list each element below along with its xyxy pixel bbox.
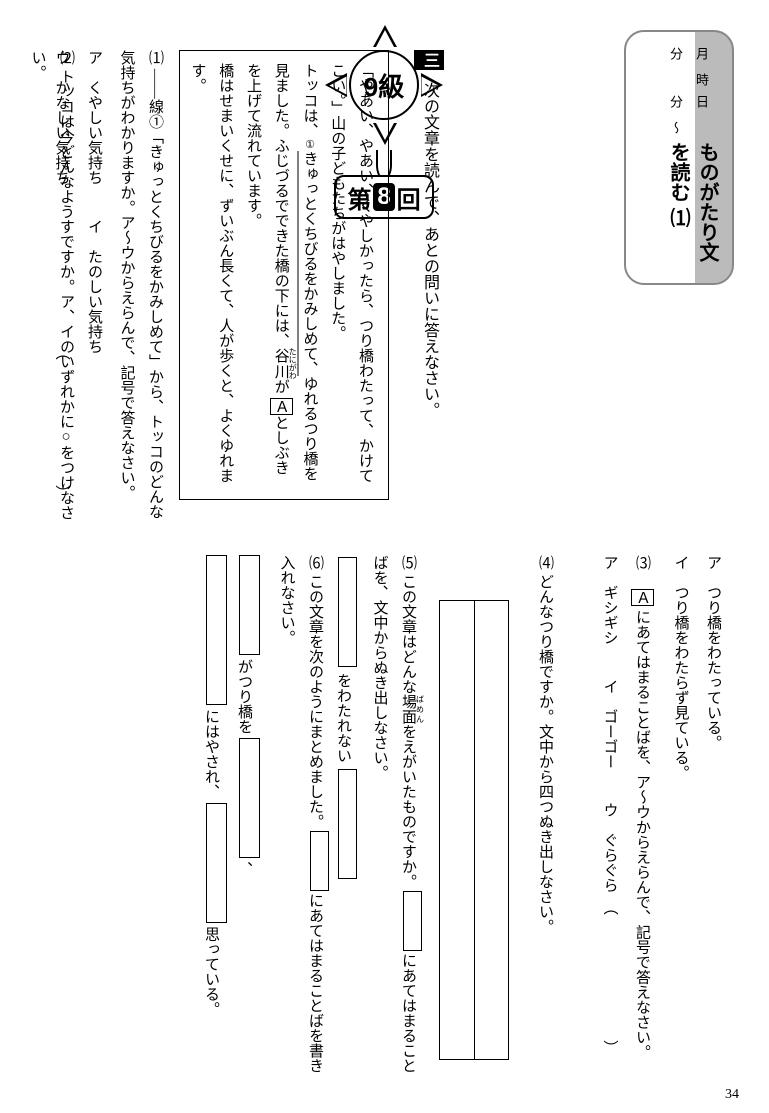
summary-box-1[interactable] xyxy=(239,555,260,655)
summary-s2: 、 xyxy=(236,861,252,876)
lesson-title: ものがたり文を読む ⑴ xyxy=(636,142,722,268)
passage-ruby: 谷川たにがわ xyxy=(273,348,289,379)
question-5: ⑸ この文章はどんな場面ばめんをえがいたものですか。にあてはまることばを、文中か… xyxy=(344,555,424,1075)
page-number: 34 xyxy=(725,1087,739,1103)
q3-opt-i[interactable]: イ ゴーゴー xyxy=(602,679,618,769)
q2-text: トッコは今どんなようすですか。ア、イのいずれかに○をつけなさい。 xyxy=(30,50,75,520)
q2-opt-a[interactable]: ア つり橋をわたっている。 xyxy=(705,555,721,750)
summary-box-4[interactable] xyxy=(206,803,227,923)
passage-underline-1: きゅっとくちびるをかみしめて、 xyxy=(302,151,318,376)
passage-box: 「やあい、やあい、くやしかったら、つり橋わたって、かけてこい。」山の子どもたちが… xyxy=(179,50,389,500)
q5-text1: この文章はどんな xyxy=(400,574,416,694)
q5-inline-ref xyxy=(403,891,423,951)
q4-text: どんなつり橋ですか。文中から四つぬき出しなさい。 xyxy=(537,574,553,934)
q1-text: ——線①「きゅっとくちびるをかみしめて」から、トッコのどんな気持ちがわかりますか… xyxy=(119,50,164,519)
q4-answer-box[interactable] xyxy=(439,600,509,1060)
passage-p2a: トッコは、 xyxy=(302,63,318,138)
time-line-2: 月 時 分 xyxy=(636,47,714,95)
blank-a: Ａ xyxy=(270,398,293,415)
q1-number: ⑴ xyxy=(147,50,164,65)
passage-p1: 「やあい、やあい、くやしかったら、つり橋わたって、かけてこい。」山の子どもたちが… xyxy=(329,63,373,483)
q3-blank-a: Ａ xyxy=(631,589,654,606)
q3-opt-a[interactable]: ア ギシギシ xyxy=(602,555,618,645)
summary-s1: がつり橋を xyxy=(236,659,252,734)
q3-number: ⑶ xyxy=(634,555,651,570)
q3-opt-u[interactable]: ウ ぐらぐら xyxy=(602,803,618,893)
question-6: ⑹ この文章を次のようにまとめました。にあてはまることばを書き入れなさい。 xyxy=(269,555,329,1075)
summary-box-2[interactable] xyxy=(239,738,260,858)
instruction-text: 次の文章を読んで、あとの問いに答えなさい。 xyxy=(421,82,438,418)
q2-number: ⑵ xyxy=(58,50,75,65)
section-mark: 三 xyxy=(414,50,444,70)
question-2: ⑵ トッコは今どんなようすですか。ア、イのいずれかに○をつけなさい。 xyxy=(30,50,80,520)
instruction: 三 次の文章を読んで、あとの問いに答えなさい。 xyxy=(414,50,444,480)
q3-answer-blank[interactable]: （ ） xyxy=(595,900,624,1075)
q5-answer-box-2[interactable] xyxy=(338,769,358,879)
q4-number: ⑷ xyxy=(537,555,554,570)
summary-box-3[interactable] xyxy=(206,555,227,705)
q1-opt-a[interactable]: ア くやしい気持ち xyxy=(86,50,102,185)
passage-p2c: が xyxy=(273,379,289,394)
q5-number: ⑸ xyxy=(400,555,417,570)
circle-1: ① xyxy=(304,138,316,151)
q6-inline-ref xyxy=(310,831,330,891)
summary-s4: 思っている。 xyxy=(203,926,219,1016)
title-box: 月 時 分 日 分 〜 ものがたり文を読む ⑴ xyxy=(624,30,734,285)
right-lower-block: ア つり橋をわたっている。 イ つり橋をわたらず見ている。 ⑶ Ａ にあてはまる… xyxy=(579,555,729,1075)
time-line-1: 日 分 〜 xyxy=(636,95,714,143)
q5-fill-text: をわたれない xyxy=(335,673,351,763)
q5-answer-box-1[interactable] xyxy=(338,557,358,667)
summary-s3: にはやされ、 xyxy=(203,709,219,799)
q5-text2: をえがいたものですか。 xyxy=(400,724,416,889)
q6-number: ⑹ xyxy=(307,555,324,570)
passage-p4: 橋はせまいくせに、ずいぶん長くて、人が歩くと、よくゆれます。 xyxy=(190,63,234,483)
q5-ruby: 場面ばめん xyxy=(400,694,416,724)
q2-opt-i[interactable]: イ つり橋をわたらず見ている。 xyxy=(673,555,689,780)
summary-fill: がつり橋を 、 にはやされ、 思っている。 xyxy=(30,555,260,1085)
question-4: ⑷ どんなつり橋ですか。文中から四つぬき出しなさい。 xyxy=(519,555,559,1075)
q3-text: にあてはまることばを、ア〜ウからえらんで、記号で答えなさい。 xyxy=(634,610,650,1060)
q1-opt-i[interactable]: イ たのしい気持ち xyxy=(86,219,102,354)
q6-text: この文章を次のようにまとめました。 xyxy=(307,574,323,829)
